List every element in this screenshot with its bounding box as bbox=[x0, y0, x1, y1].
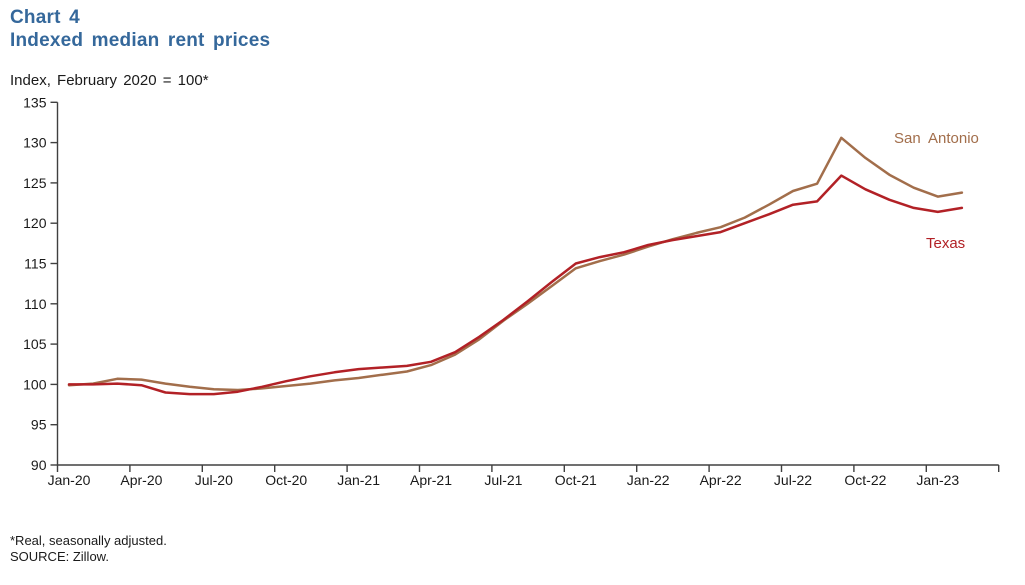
x-tick-label: Jul-22 bbox=[774, 472, 812, 488]
rent-index-line-chart: 90 95 100 105 110 115 120 125 130 135 Jan-20 Apr-20… bbox=[23, 94, 1000, 488]
chart-header: Chart 4 Indexed median rent prices bbox=[10, 6, 270, 52]
x-tick-label: Jul-20 bbox=[195, 472, 233, 488]
axes bbox=[56, 102, 999, 466]
y-tick-label: 135 bbox=[23, 95, 47, 110]
x-tick-label: Jan-22 bbox=[627, 472, 670, 488]
footnotes: *Real, seasonally adjusted. SOURCE: Zill… bbox=[10, 533, 167, 564]
y-tick-label: 100 bbox=[23, 376, 47, 392]
y-tick-label: 110 bbox=[24, 296, 47, 312]
series-label-texas: Texas bbox=[926, 235, 965, 252]
x-tick-label: Oct-20 bbox=[265, 472, 307, 488]
page-title: Indexed median rent prices bbox=[10, 30, 271, 51]
axis-unit-note: Index, February 2020 = 100* bbox=[10, 72, 209, 89]
series-line-texas bbox=[67, 174, 964, 396]
chart-number: Chart 4 bbox=[10, 7, 80, 28]
y-tick-label: 95 bbox=[31, 417, 47, 433]
x-tick-label: Apr-21 bbox=[410, 472, 452, 488]
x-tick-label: Jan-20 bbox=[48, 472, 91, 488]
series-label-san_antonio: San Antonio bbox=[894, 130, 979, 147]
series-line-san_antonio bbox=[67, 136, 964, 392]
y-tick-label: 120 bbox=[23, 215, 47, 231]
y-tick-label: 105 bbox=[23, 336, 47, 352]
y-tick-label: 130 bbox=[23, 135, 47, 151]
y-tick-label: 125 bbox=[23, 175, 47, 191]
x-tick-label: Apr-20 bbox=[120, 472, 162, 488]
footnote-real-adjusted: *Real, seasonally adjusted. bbox=[10, 533, 167, 548]
y-tick-label: 115 bbox=[24, 256, 47, 272]
x-tick-label: Jan-23 bbox=[916, 472, 959, 488]
x-tick-label: Oct-21 bbox=[555, 472, 597, 488]
footnote-source: SOURCE: Zillow. bbox=[10, 548, 109, 564]
x-tick-label: Oct-22 bbox=[844, 472, 886, 488]
x-tick-label: Jul-21 bbox=[484, 472, 522, 488]
x-tick-label: Apr-22 bbox=[700, 472, 742, 488]
x-tick-label: Jan-21 bbox=[337, 472, 380, 488]
chart-area: 90 95 100 105 110 115 120 125 130 135 Jan-20 Apr-20… bbox=[0, 94, 1025, 515]
y-tick-label: 90 bbox=[31, 457, 47, 473]
